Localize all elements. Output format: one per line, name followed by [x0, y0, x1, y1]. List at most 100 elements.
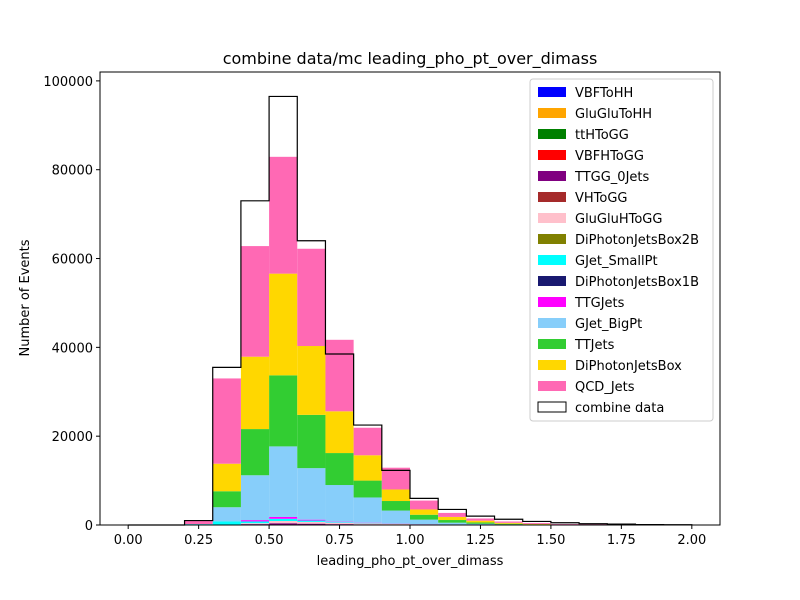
bar-DiPhotonJetsBox-bin-6: [297, 346, 326, 415]
legend-label: VBFToHH: [575, 86, 633, 101]
bar-GJet_SmallPt-bin-4: [240, 521, 270, 524]
legend-swatch: [538, 297, 566, 307]
legend-label: GJet_SmallPt: [575, 254, 658, 269]
bar-TTJets-bin-13: [494, 523, 523, 525]
x-tick-label: 0.75: [325, 533, 354, 548]
bar-TTJets-bin-11: [438, 520, 467, 523]
legend-label: DiPhotonJetsBox2B: [575, 233, 699, 248]
x-tick-label: 1.50: [536, 533, 565, 548]
data-step-line: [128, 95, 693, 526]
bar-GJet_SmallPt-bin-6: [297, 520, 326, 522]
bar-DiPhotonJetsBox-bin-10: [410, 509, 439, 515]
bar-GluGluHToGG-bin-4: [240, 523, 270, 525]
bar-GluGluHToGG-bin-7: [325, 522, 354, 525]
data-outline: [128, 95, 693, 526]
legend-label: GJet_BigPt: [575, 317, 642, 332]
legend-swatch: [538, 108, 566, 118]
legend-label: ttHToGG: [575, 128, 629, 143]
bar-QCD_Jets-bin-11: [438, 512, 467, 517]
bar-QCD_Jets-bin-8: [353, 427, 382, 456]
bar-QCD_Jets-bin-7: [325, 339, 354, 412]
legend-label: VBFHToGG: [575, 149, 644, 164]
bar-GJet_SmallPt-bin-3: [212, 521, 241, 525]
y-axis-ticks: 0 20000 40000 60000 80000 100000: [43, 75, 100, 534]
legend-label: DiPhotonJetsBox: [575, 359, 682, 374]
bar-DiPhotonJetsBox-bin-13: [494, 522, 523, 524]
bar-QCD_Jets-bin-4: [240, 246, 270, 357]
bar-TTGJets-bin-4: [240, 520, 270, 522]
bar-GluGluHToGG-bin-8: [353, 523, 382, 525]
bar-TTJets-bin-5: [269, 375, 298, 447]
y-tick-label: 60000: [52, 253, 93, 268]
bar-GJet_BigPt-bin-9: [381, 510, 410, 524]
bar-GJet_BigPt-bin-8: [353, 497, 382, 523]
bar-QCD_Jets-bin-9: [381, 467, 410, 490]
y-tick-label: 0: [85, 519, 93, 534]
bar-GJet_BigPt-bin-6: [297, 468, 326, 520]
bar-TTGJets-bin-6: [297, 519, 326, 521]
bar-TTJets-bin-12: [466, 522, 495, 524]
bar-QCD_Jets-bin-2: [184, 520, 213, 525]
x-axis-label: leading_pho_pt_over_dimass: [317, 554, 504, 569]
x-tick-label: 0.50: [255, 533, 284, 548]
legend-swatch: [538, 150, 566, 160]
legend-label: DiPhotonJetsBox1B: [575, 275, 699, 290]
bar-GJet_BigPt-bin-11: [438, 522, 467, 525]
bar-TTGG_0Jets-bin-5: [269, 523, 298, 525]
x-axis-ticks: 0.00 0.25 0.50 0.75 1.00 1.25 1.50 1.75 2.00: [114, 525, 706, 548]
bar-DiPhotonJetsBox-bin-4: [240, 356, 270, 430]
legend-label: combine data: [575, 401, 664, 416]
bar-DiPhotonJetsBox-bin-3: [212, 463, 241, 492]
bar-QCD_Jets-bin-5: [269, 156, 298, 274]
bar-DiPhotonJetsBox-bin-7: [325, 411, 354, 454]
y-tick-label: 40000: [52, 341, 93, 356]
bar-QCD_Jets-bin-16: [579, 524, 608, 525]
x-tick-label: 1.00: [396, 533, 425, 548]
bar-TTJets-bin-4: [240, 429, 270, 476]
histogram-bars: [184, 156, 664, 525]
bar-QCD_Jets-bin-10: [410, 500, 439, 510]
x-tick-label: 1.25: [466, 533, 495, 548]
bar-TTJets-bin-9: [381, 501, 410, 511]
legend-label: TTGJets: [574, 296, 625, 311]
bar-GJet_BigPt-bin-10: [410, 519, 439, 525]
bar-QCD_Jets-bin-14: [522, 523, 551, 524]
y-tick-label: 80000: [52, 164, 93, 179]
legend-swatch: [538, 318, 566, 328]
legend-swatch: [538, 213, 566, 223]
legend-swatch: [538, 171, 566, 181]
legend-swatch: [538, 276, 566, 286]
y-tick-label: 100000: [43, 75, 93, 90]
x-tick-label: 0.25: [184, 533, 213, 548]
bar-GJet_BigPt-bin-5: [269, 446, 298, 518]
bar-QCD_Jets-bin-3: [212, 378, 241, 464]
legend-swatch: [538, 381, 566, 391]
legend-swatch: [538, 339, 566, 349]
legend-swatch: [537, 401, 567, 413]
bar-GluGluHToGG-bin-9: [381, 523, 410, 525]
bar-GJet_BigPt-bin-3: [212, 507, 241, 522]
legend-swatch: [538, 255, 566, 265]
bar-GJet_BigPt-bin-7: [325, 485, 354, 522]
bar-TTJets-bin-10: [410, 514, 439, 520]
bar-GJet_SmallPt-bin-7: [325, 522, 354, 523]
legend-swatch: [538, 129, 566, 139]
bar-GJet_BigPt-bin-4: [240, 475, 270, 521]
bar-DiPhotonJetsBox-bin-5: [269, 273, 298, 376]
bar-TTJets-bin-8: [353, 480, 382, 498]
legend-swatch: [538, 192, 566, 202]
chart-title: combine data/mc leading_pho_pt_over_dima…: [223, 49, 598, 69]
bar-GJet_SmallPt-bin-5: [269, 518, 298, 522]
x-tick-label: 0.00: [114, 533, 143, 548]
bar-DiPhotonJetsBox-bin-9: [381, 489, 410, 502]
bar-TTJets-bin-6: [297, 414, 326, 469]
legend-swatch: [538, 360, 566, 370]
y-axis-label: Number of Events: [18, 239, 33, 356]
bar-TTGJets-bin-5: [269, 517, 298, 519]
legend-label: GluGluToHH: [575, 107, 652, 122]
bar-DiPhotonJetsBox-bin-11: [438, 516, 467, 521]
bar-DiPhotonJetsBox-bin-8: [353, 455, 382, 481]
bar-TTGG_0Jets-bin-6: [297, 523, 326, 525]
legend-label: TTGG_0Jets: [574, 170, 650, 185]
legend-label: TTJets: [574, 338, 615, 353]
